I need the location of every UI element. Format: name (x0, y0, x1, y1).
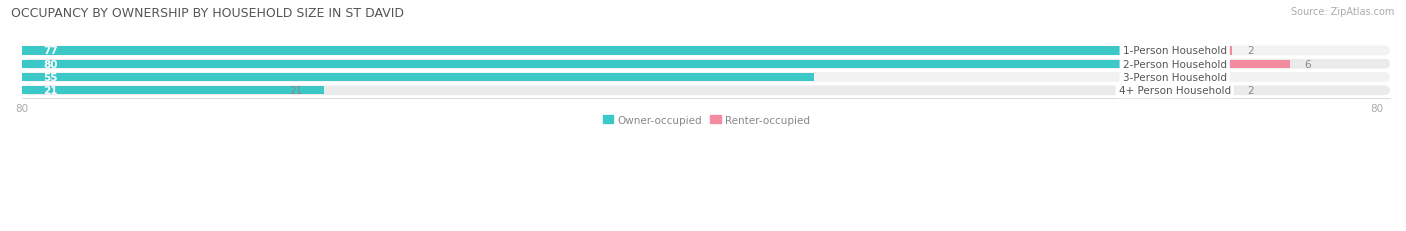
Text: 3-Person Household: 3-Person Household (1123, 73, 1226, 83)
Legend: Owner-occupied, Renter-occupied: Owner-occupied, Renter-occupied (599, 111, 814, 129)
Text: 2: 2 (1247, 46, 1253, 56)
Text: 80: 80 (44, 59, 58, 70)
Text: Source: ZipAtlas.com: Source: ZipAtlas.com (1291, 7, 1395, 17)
Bar (21, 47, 1132, 55)
Text: 2-Person Household: 2-Person Household (1123, 59, 1226, 70)
Bar (1204, 87, 1233, 95)
Text: 21: 21 (44, 86, 58, 96)
Bar (21, 73, 814, 82)
Text: OCCUPANCY BY OWNERSHIP BY HOUSEHOLD SIZE IN ST DAVID: OCCUPANCY BY OWNERSHIP BY HOUSEHOLD SIZE… (11, 7, 405, 20)
FancyBboxPatch shape (21, 59, 1391, 70)
FancyBboxPatch shape (21, 45, 1391, 57)
Bar (1204, 60, 1291, 69)
FancyBboxPatch shape (21, 85, 1391, 97)
Bar (21, 60, 1175, 69)
FancyBboxPatch shape (21, 72, 1391, 84)
Text: 77: 77 (44, 46, 58, 56)
Text: 4+ Person Household: 4+ Person Household (1119, 86, 1230, 96)
Text: 1-Person Household: 1-Person Household (1123, 46, 1226, 56)
Text: 2: 2 (1247, 86, 1253, 96)
Text: 0: 0 (1218, 73, 1225, 83)
Text: 6: 6 (1305, 59, 1310, 70)
Text: 55: 55 (44, 73, 58, 83)
Bar (1204, 47, 1233, 55)
Text: 21: 21 (290, 86, 302, 96)
Bar (21, 87, 325, 95)
